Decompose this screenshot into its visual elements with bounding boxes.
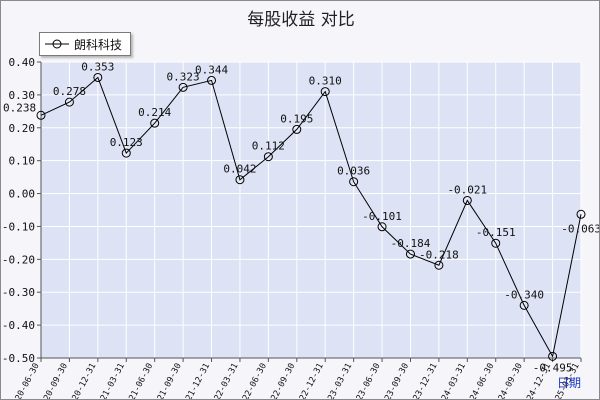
x-tick-label: 2021-09-30 — [151, 362, 184, 400]
data-point — [519, 300, 529, 310]
x-tick-label: 2020-09-30 — [37, 362, 70, 400]
data-label: 0.344 — [195, 63, 228, 76]
data-label: 0.036 — [337, 165, 370, 178]
data-label: 0.353 — [81, 60, 114, 73]
legend-marker-icon — [45, 39, 69, 49]
date-axis-link[interactable]: 日期 — [557, 376, 582, 390]
data-point — [150, 118, 160, 128]
x-tick-label: 2021-12-31 — [179, 362, 212, 400]
data-point — [36, 110, 46, 120]
x-tick-label: 2023-12-31 — [407, 362, 440, 400]
data-label: 0.042 — [223, 163, 256, 176]
y-tick-label: -0.10 — [2, 220, 35, 233]
data-point — [93, 72, 103, 82]
x-tick-label: 2023-09-30 — [378, 362, 411, 400]
data-point — [548, 351, 558, 361]
data-point — [64, 97, 74, 107]
x-tick-label: 2021-03-31 — [94, 362, 127, 400]
y-tick-label: 0.20 — [9, 122, 36, 135]
data-label: -0.495 — [533, 361, 573, 374]
data-label: -0.151 — [476, 226, 516, 239]
data-point — [434, 260, 444, 270]
y-tick-label: 0.10 — [9, 155, 36, 168]
y-tick-label: 0.30 — [9, 89, 36, 102]
y-tick-label: 0.00 — [9, 188, 36, 201]
chart-title: 每股收益 对比 — [247, 10, 355, 30]
x-tick-label: 2022-09-30 — [265, 362, 298, 400]
data-point — [349, 177, 359, 187]
data-label: -0.184 — [391, 237, 431, 250]
x-tick-label: 2022-03-31 — [208, 362, 241, 400]
x-tick-label: 2021-06-30 — [122, 362, 155, 400]
data-point — [207, 75, 217, 85]
y-tick-label: 0.40 — [9, 56, 36, 69]
data-label: 0.214 — [138, 106, 171, 119]
data-label: -0.340 — [504, 288, 544, 301]
series-line — [40, 76, 582, 358]
data-label: -0.218 — [419, 248, 459, 261]
x-tick-label: 2024-06-30 — [464, 362, 497, 400]
data-label: 0.195 — [280, 112, 313, 125]
data-point — [263, 152, 273, 162]
y-tick-label: -0.20 — [2, 253, 35, 266]
x-tick-label: 2024-03-31 — [435, 362, 468, 400]
data-label: -0.021 — [447, 183, 487, 196]
data-label: 0.238 — [3, 101, 36, 114]
data-point — [576, 209, 586, 219]
x-tick-label: 2023-03-31 — [321, 362, 354, 400]
x-tick-label: 2022-06-30 — [236, 362, 269, 400]
legend-series-label: 朗科科技 — [74, 37, 123, 52]
data-point — [320, 87, 330, 97]
data-label: 0.310 — [309, 75, 342, 88]
data-point — [377, 222, 387, 232]
x-tick-label: 2024-09-30 — [492, 362, 525, 400]
data-point — [292, 124, 302, 134]
x-tick-label: 2020-12-31 — [66, 362, 99, 400]
data-point — [462, 195, 472, 205]
data-label: 0.112 — [252, 140, 285, 153]
data-point — [235, 175, 245, 185]
data-point — [121, 148, 131, 158]
legend: 朗科科技 — [39, 32, 132, 56]
data-label: 0.123 — [110, 136, 143, 149]
data-point — [405, 249, 415, 259]
data-label: 0.278 — [53, 85, 86, 98]
x-tick-label: 2020-06-30 — [9, 362, 42, 400]
data-point — [491, 238, 501, 248]
x-tick-label: 2023-06-30 — [350, 362, 383, 400]
data-label: 0.323 — [167, 70, 200, 83]
data-point — [178, 82, 188, 92]
x-tick-label: 2022-12-31 — [293, 362, 326, 400]
data-label: -0.063 — [561, 222, 600, 235]
y-tick-label: -0.30 — [2, 286, 35, 299]
plot-area — [41, 62, 581, 358]
y-tick-label: -0.50 — [2, 352, 35, 365]
y-tick-label: -0.40 — [2, 319, 35, 332]
data-label: -0.101 — [362, 210, 402, 223]
